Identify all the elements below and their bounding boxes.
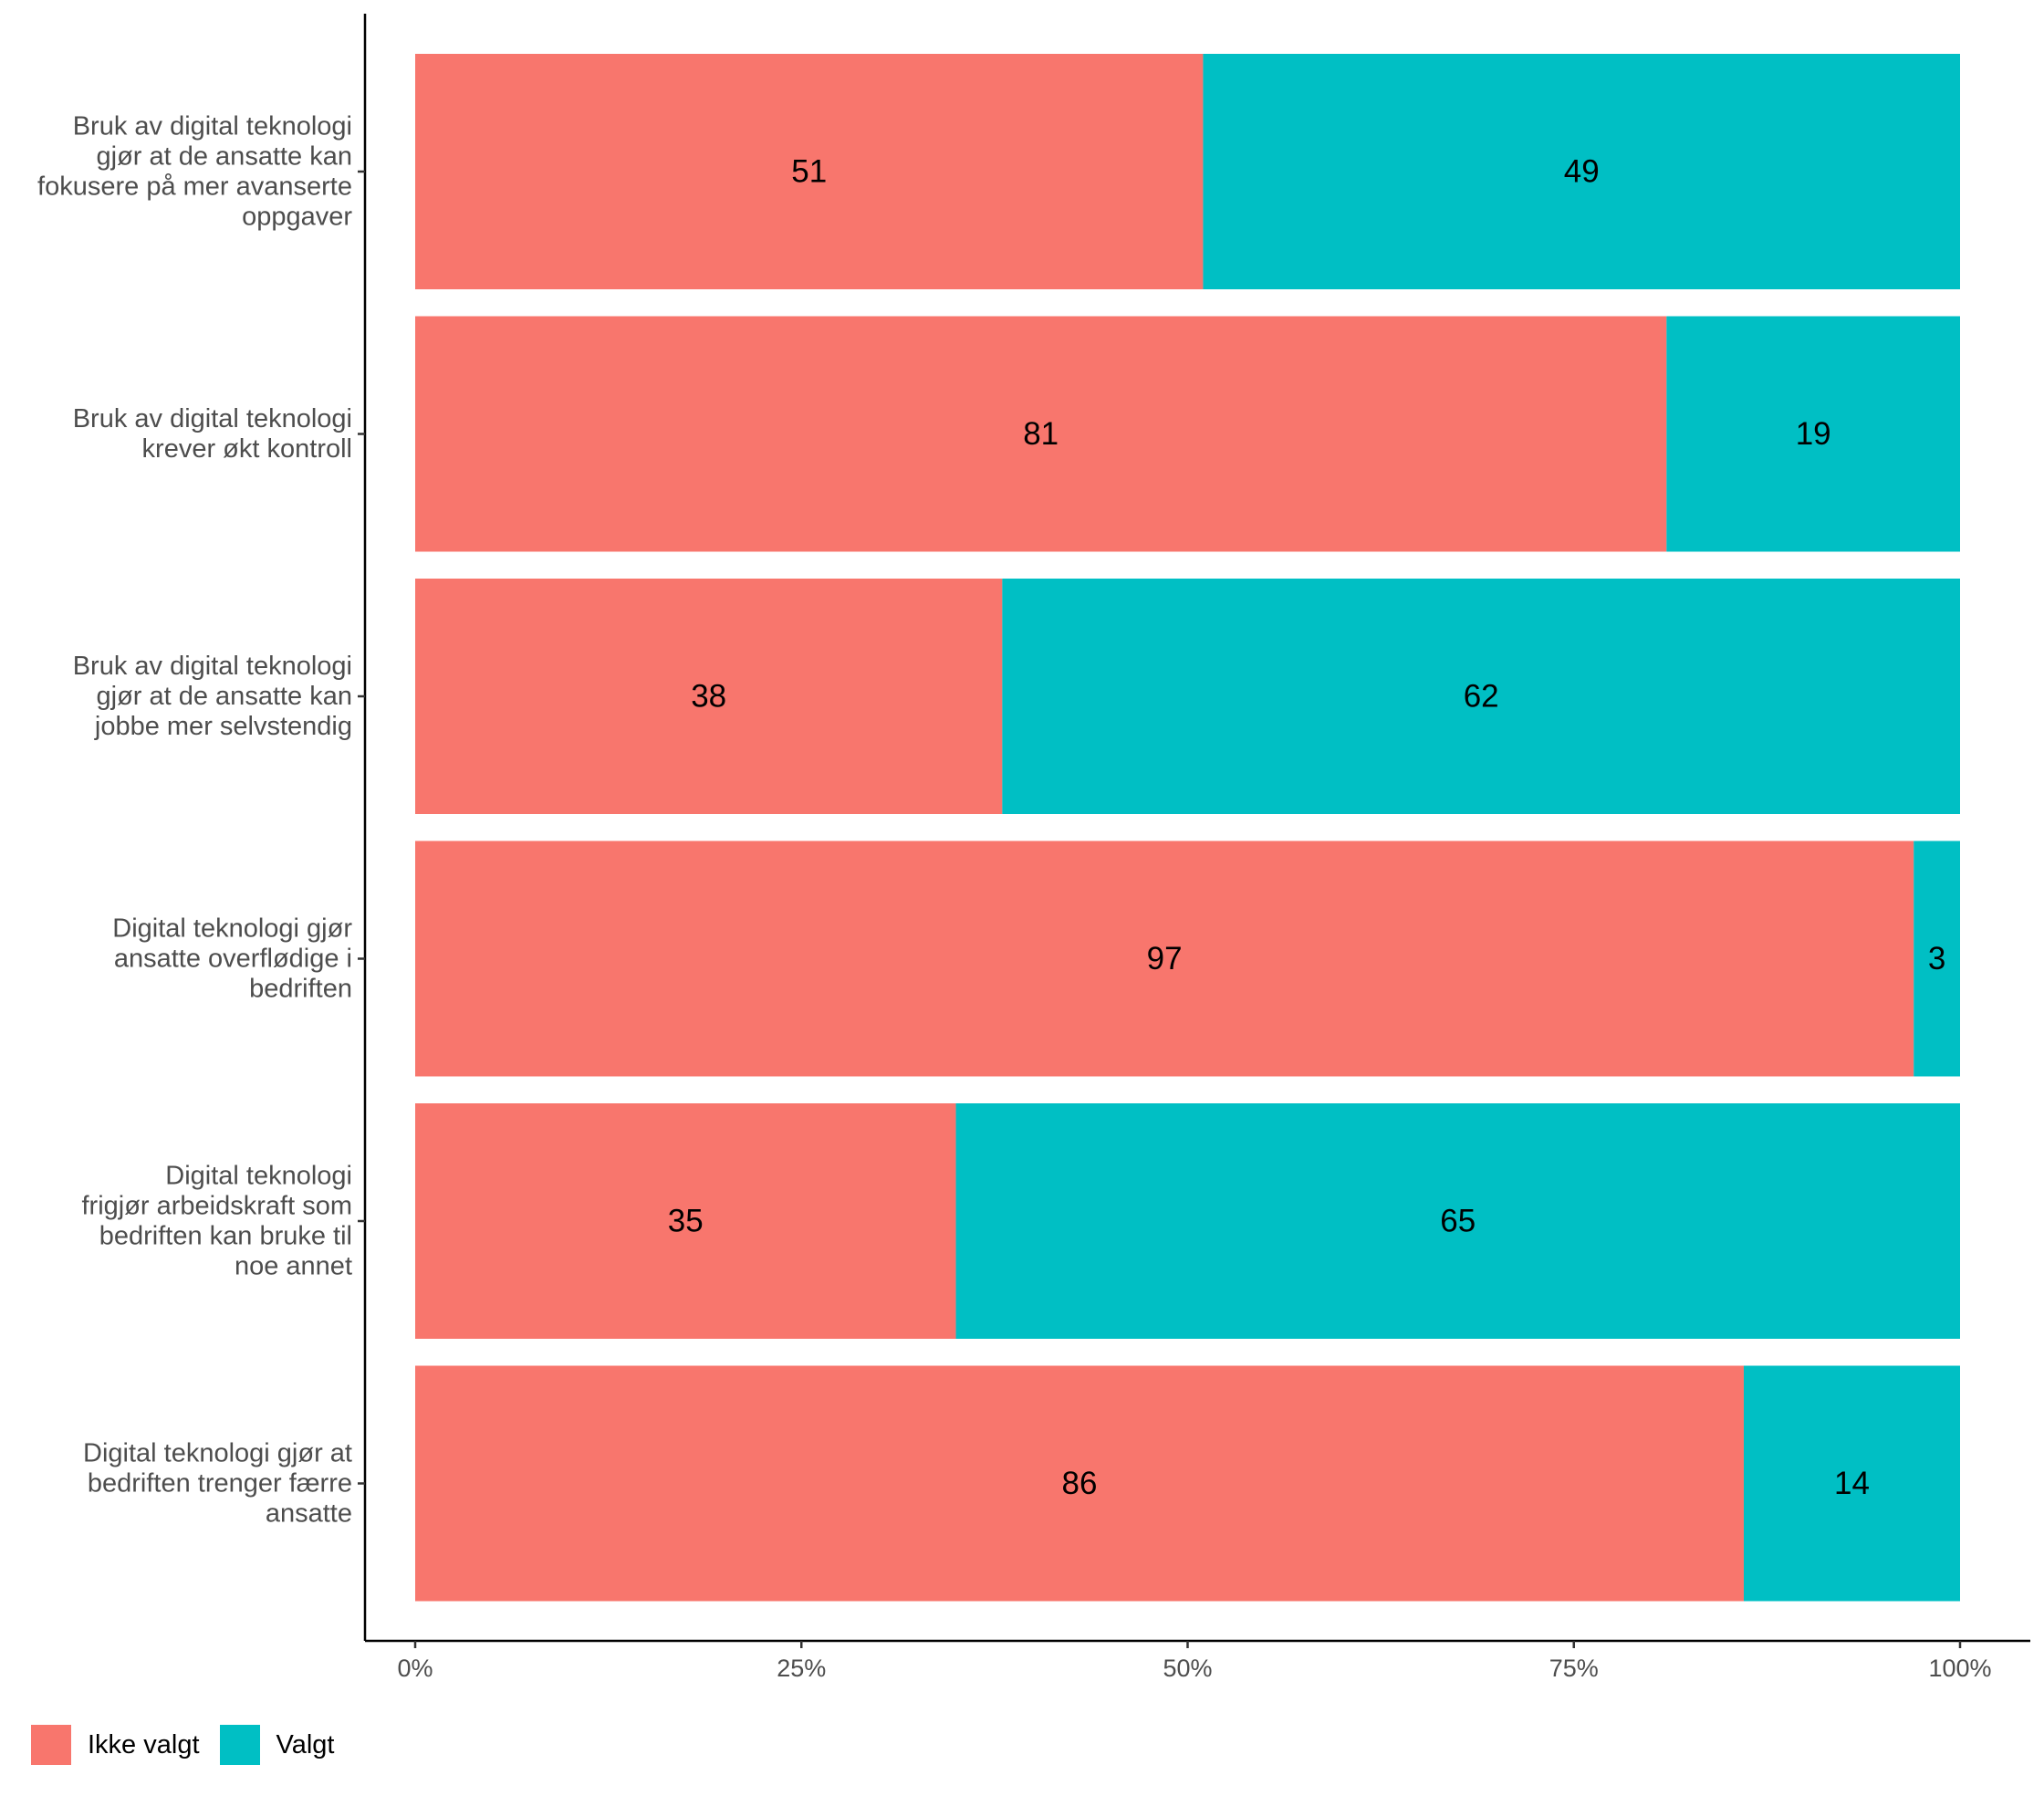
bar-valgt-row-6 <box>1743 1365 1960 1602</box>
category-label-line: fokusere på mer avanserte <box>37 172 352 202</box>
category-label-line: Bruk av digital teknologi <box>73 652 352 681</box>
data-label-valgt-row-3: 62 <box>1464 679 1499 715</box>
data-label-ikke-valgt-row-3: 38 <box>691 679 726 715</box>
x-tick-label-3: 50% <box>1163 1655 1212 1682</box>
category-label-line: frigjør arbeidskraft som <box>81 1192 352 1221</box>
y-axis-ticks: Bruk av digital teknologi gjør at de ansa… <box>37 112 365 1529</box>
category-label-line: bedriften <box>249 975 352 1004</box>
category-label-line: Bruk av digital teknologi <box>73 404 352 433</box>
legend-item-ikke-valgt: Ikke valgt <box>31 1725 200 1765</box>
data-label-ikke-valgt-row-5: 35 <box>668 1204 704 1239</box>
category-label-line: gjør at de ansatte kan <box>97 142 353 172</box>
bar-ikke-valgt-row-5 <box>415 1103 956 1339</box>
bar-ikke-valgt-row-4 <box>415 841 1914 1077</box>
data-label-valgt-row-1: 49 <box>1564 154 1600 190</box>
data-label-ikke-valgt-row-6: 86 <box>1062 1466 1098 1501</box>
category-label-line: Digital teknologi <box>165 1162 352 1191</box>
data-label-ikke-valgt-row-1: 51 <box>791 154 827 190</box>
data-label-valgt-row-6: 14 <box>1834 1466 1870 1501</box>
category-label-2: Bruk av digital teknologi krever økt kont… <box>73 404 352 464</box>
category-label-5: Digital teknologi frigjør arbeidskraft so… <box>81 1162 352 1281</box>
legend-item-valgt: Valgt <box>219 1725 335 1765</box>
legend-label-ikke-valgt: Ikke valgt <box>88 1729 200 1759</box>
legend-swatch-ikke-valgt <box>31 1725 71 1765</box>
x-axis-ticks: 0% 25% 50% 75% 100% <box>397 1641 1992 1682</box>
category-label-line: ansatte <box>266 1499 352 1529</box>
x-tick-label-4: 75% <box>1549 1655 1599 1682</box>
data-label-valgt-row-4: 3 <box>1928 941 1945 976</box>
legend-label-valgt: Valgt <box>276 1729 335 1759</box>
bar-ikke-valgt-row-2 <box>415 316 1667 552</box>
data-label-valgt-row-5: 65 <box>1440 1204 1476 1239</box>
bar-valgt-row-4 <box>1914 841 1960 1077</box>
x-tick-label-5: 100% <box>1928 1655 1991 1682</box>
category-label-line: ansatte overflødige i <box>114 945 352 974</box>
bar-valgt-row-3 <box>1002 579 1960 814</box>
category-label-line: bedriften kan bruke til <box>99 1222 352 1251</box>
legend-swatch-valgt <box>219 1725 260 1765</box>
x-tick-label-2: 25% <box>777 1655 826 1682</box>
category-label-4: Digital teknologi gjør ansatte overflødig… <box>112 914 352 1004</box>
category-label-1: Bruk av digital teknologi gjør at de ansa… <box>37 112 352 232</box>
category-label-line: noe annet <box>235 1252 352 1281</box>
category-label-line: oppgaver <box>242 203 352 232</box>
category-label-line: Bruk av digital teknologi <box>73 112 352 141</box>
category-label-3: Bruk av digital teknologi gjør at de ansa… <box>73 652 352 741</box>
category-label-line: gjør at de ansatte kan <box>97 682 353 711</box>
data-label-valgt-row-2: 19 <box>1796 416 1831 452</box>
category-label-line: Digital teknologi gjør at <box>83 1439 352 1468</box>
category-label-line: jobbe mer selvstendig <box>94 712 352 741</box>
bar-valgt-row-2 <box>1666 316 1960 552</box>
bars-group <box>415 54 1960 1602</box>
bar-ikke-valgt-row-1 <box>415 54 1204 289</box>
bar-ikke-valgt-row-6 <box>415 1365 1744 1602</box>
bar-valgt-row-1 <box>1203 54 1960 289</box>
category-label-line: krever økt kontroll <box>142 434 352 464</box>
x-tick-label-1: 0% <box>397 1655 433 1682</box>
category-label-line: bedriften trenger færre <box>88 1469 352 1498</box>
legend: Ikke valgt Valgt <box>31 1725 354 1765</box>
data-label-ikke-valgt-row-2: 81 <box>1023 416 1058 452</box>
category-label-6: Digital teknologi gjør at bedriften treng… <box>83 1439 352 1529</box>
bar-valgt-row-5 <box>955 1103 1960 1339</box>
data-label-ikke-valgt-row-4: 97 <box>1147 941 1183 976</box>
bar-ikke-valgt-row-3 <box>415 579 1003 814</box>
category-label-line: Digital teknologi gjør <box>112 914 352 944</box>
data-labels-group: 51 49 81 19 38 62 97 3 35 65 86 14 <box>668 154 1946 1502</box>
